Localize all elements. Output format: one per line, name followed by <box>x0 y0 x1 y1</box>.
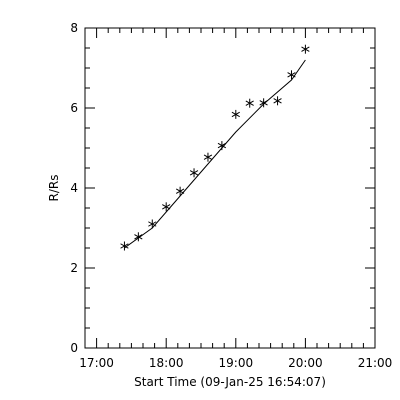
data-point <box>134 232 143 242</box>
data-point <box>189 168 199 178</box>
x-axis-ticks: 17:00 18:00 19:00 20:00 21:00 <box>79 28 392 370</box>
x-tick-label: 20:00 <box>288 356 323 370</box>
data-point <box>148 219 157 229</box>
x-tick-label: 17:00 <box>79 356 114 370</box>
data-point <box>217 141 227 151</box>
y-tick-label: 2 <box>70 261 78 275</box>
plot-frame <box>84 27 376 349</box>
data-point <box>120 241 129 251</box>
data-point <box>287 70 296 80</box>
y-tick-label: 4 <box>70 181 78 195</box>
data-points <box>120 44 310 251</box>
y-tick-label: 6 <box>70 101 78 115</box>
x-tick-label: 18:00 <box>149 356 184 370</box>
data-point <box>273 96 282 106</box>
data-point <box>231 109 240 119</box>
data-point <box>259 98 268 108</box>
data-point <box>245 98 254 108</box>
x-tick-label: 19:00 <box>219 356 254 370</box>
y-tick-label: 8 <box>70 21 78 35</box>
data-point <box>301 44 310 54</box>
data-point <box>175 186 185 196</box>
data-point <box>162 202 171 212</box>
data-point <box>203 152 213 162</box>
fit-line <box>124 59 306 249</box>
y-axis-label: R/Rs <box>47 175 61 202</box>
x-axis-label: Start Time (09-Jan-25 16:54:07) <box>134 375 326 389</box>
x-tick-label: 21:00 <box>358 356 393 370</box>
y-axis-ticks: 0 2 4 6 8 <box>70 21 375 355</box>
y-tick-label: 0 <box>70 341 78 355</box>
